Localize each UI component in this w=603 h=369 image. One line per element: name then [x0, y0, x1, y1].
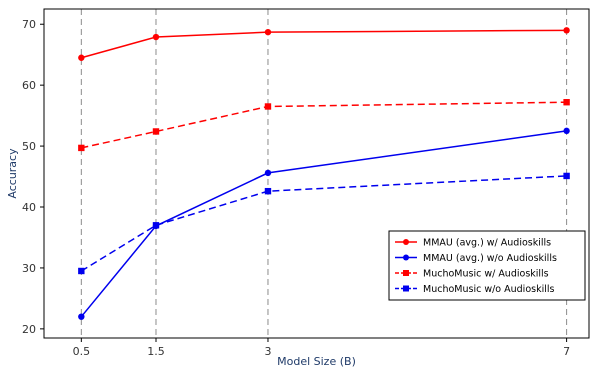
legend-label: MuchoMusic w/o Audioskills	[423, 284, 554, 295]
data-point	[152, 128, 160, 135]
series-line	[80, 175, 567, 272]
series-line	[81, 101, 567, 149]
data-point	[78, 54, 85, 61]
data-point	[264, 28, 272, 36]
y-tick-label: 20	[22, 323, 36, 336]
legend-item: MuchoMusic w/o Audioskills	[395, 284, 554, 295]
series-4	[78, 172, 570, 275]
legend-label: MMAU (avg.) w/o Audioskills	[423, 253, 557, 264]
x-tick-label: 0.5	[73, 345, 91, 358]
legend-marker	[403, 239, 409, 245]
legend-marker	[403, 285, 409, 292]
series-line	[81, 29, 567, 59]
series-1	[78, 27, 570, 61]
legend-item: MMAU (avg.) w/ Audioskills	[395, 238, 551, 249]
data-point	[152, 222, 160, 229]
data-point	[264, 187, 272, 195]
data-point	[264, 169, 272, 177]
legend-label: MMAU (avg.) w/ Audioskills	[423, 238, 551, 249]
legend-item: MuchoMusic w/ Audioskills	[395, 269, 549, 280]
y-tick-label: 50	[22, 140, 36, 153]
y-tick-label: 30	[22, 262, 36, 275]
data-point	[563, 172, 570, 180]
data-point	[563, 127, 570, 135]
plot-frame	[43, 8, 590, 339]
y-tick-label: 70	[22, 18, 36, 31]
x-tick-label: 1.5	[147, 345, 165, 358]
data-point	[264, 103, 272, 110]
data-point	[563, 99, 570, 106]
data-point	[78, 144, 85, 152]
data-point	[78, 267, 85, 275]
y-tick-label: 60	[22, 79, 36, 92]
legend-box	[388, 230, 586, 301]
legend-marker	[403, 270, 409, 276]
data-point	[152, 33, 160, 41]
y-axis: 20 30 40 50 60 70	[22, 18, 44, 336]
legend-label: MuchoMusic w/ Audioskills	[423, 269, 549, 280]
y-axis-title: Accuracy	[6, 148, 19, 199]
series-3	[78, 99, 570, 152]
x-tick-label: 3	[264, 345, 271, 358]
legend-item: MMAU (avg.) w/o Audioskills	[395, 253, 557, 264]
data-point	[563, 27, 570, 34]
legend-marker	[403, 254, 409, 261]
x-axis-title: Model Size (B)	[277, 355, 356, 368]
x-axis: 0.5 1.5 3 7	[73, 338, 570, 358]
data-point	[78, 313, 85, 320]
series-line	[80, 130, 567, 318]
x-tick-label: 7	[563, 345, 570, 358]
y-tick-label: 40	[22, 201, 36, 214]
legend: MMAU (avg.) w/ Audioskills MMAU (avg.) w/…	[388, 230, 586, 301]
series-layer	[78, 27, 570, 320]
